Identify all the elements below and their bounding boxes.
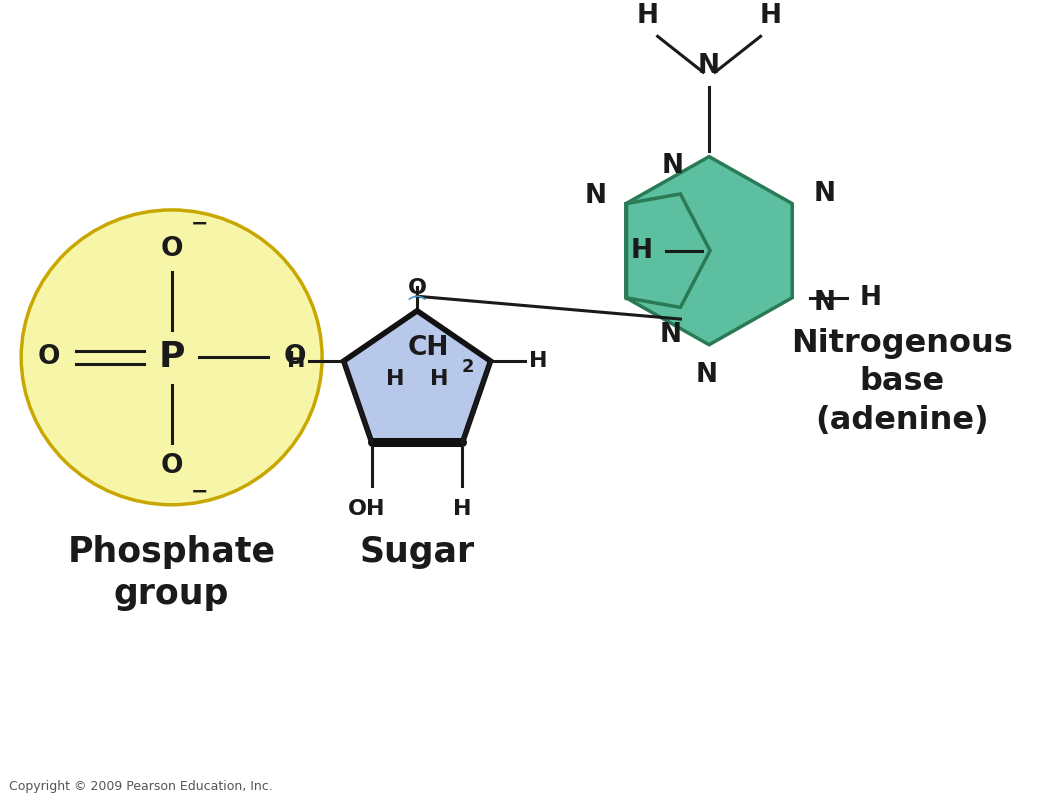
Polygon shape [626, 157, 793, 345]
Text: N: N [814, 290, 836, 315]
Text: N: N [659, 322, 681, 348]
Text: H: H [636, 2, 659, 29]
Text: H: H [287, 351, 306, 371]
Text: H: H [529, 351, 548, 371]
Text: N: N [814, 181, 836, 207]
Text: N: N [698, 53, 720, 79]
Circle shape [21, 210, 322, 505]
Text: O: O [284, 344, 306, 370]
Text: N: N [661, 154, 683, 179]
Text: −: − [191, 214, 209, 234]
Text: 2: 2 [462, 358, 475, 376]
Polygon shape [626, 194, 710, 307]
Text: O: O [38, 344, 59, 370]
Text: O: O [161, 236, 183, 262]
Text: O: O [408, 278, 427, 298]
Text: Sugar: Sugar [360, 535, 475, 569]
Text: CH: CH [407, 334, 448, 361]
Text: H: H [859, 285, 881, 310]
Text: P: P [159, 340, 185, 374]
Text: −: − [191, 481, 209, 501]
Polygon shape [344, 311, 490, 442]
Text: H: H [759, 2, 781, 29]
Text: OH: OH [348, 498, 386, 518]
Text: N: N [696, 362, 719, 388]
Text: O: O [161, 453, 183, 479]
Text: H: H [631, 238, 653, 264]
Text: H: H [386, 369, 405, 389]
Text: H: H [430, 369, 448, 389]
Text: Copyright © 2009 Pearson Education, Inc.: Copyright © 2009 Pearson Education, Inc. [9, 780, 273, 793]
Text: N: N [584, 183, 606, 209]
Text: Phosphate
group: Phosphate group [68, 535, 275, 611]
Text: H: H [454, 498, 471, 518]
Text: Nitrogenous
base
(adenine): Nitrogenous base (adenine) [792, 328, 1013, 436]
